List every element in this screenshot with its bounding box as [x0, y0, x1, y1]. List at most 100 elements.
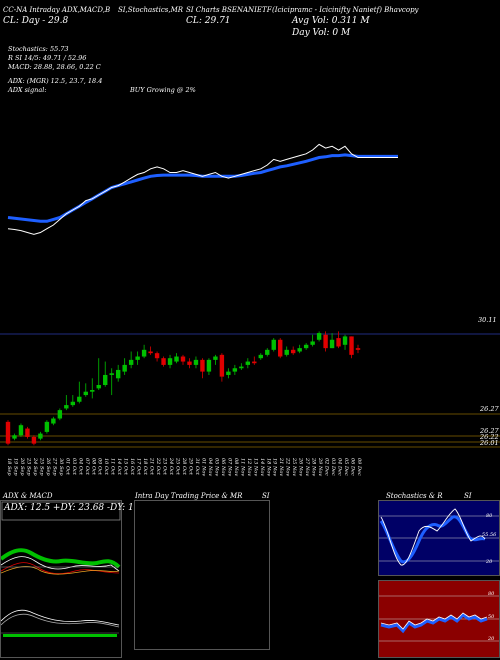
candle	[252, 356, 257, 365]
date-tick-label: 10 Oct	[103, 458, 109, 476]
candle	[316, 331, 322, 342]
date-tick-label: 08 Nov	[233, 458, 239, 476]
date-tick-label: 19 Nov	[272, 458, 278, 476]
candle	[245, 358, 251, 369]
date-tick-label: 24 Oct	[168, 457, 174, 476]
close-label: CL: 29.71	[186, 16, 231, 26]
date-tick-label: 07 Oct	[84, 458, 90, 476]
date-tick-label: 06 Nov	[220, 458, 226, 476]
candle	[122, 358, 127, 375]
candle	[90, 378, 95, 399]
adx-macd-panel	[0, 500, 122, 658]
date-tick-label: 09 Oct	[97, 458, 103, 476]
candle	[290, 346, 296, 355]
candle	[336, 331, 341, 349]
macd-readout: MACD: 28.88, 28.66, 0.22 C	[8, 63, 101, 71]
date-tick-label: 12 Nov	[246, 458, 252, 476]
date-tick-label: 03 Oct	[71, 458, 77, 476]
stoch-tick-55: 55.56	[482, 532, 497, 538]
rsi-readout: R SI 14/5: 49.71 / 52.96	[8, 54, 87, 62]
stochastics-lines	[379, 508, 499, 566]
date-tick-label: 09 Dec	[356, 458, 362, 476]
date-tick-label: 01 Nov	[200, 458, 206, 476]
candle	[135, 351, 140, 365]
candle	[25, 426, 30, 439]
candle	[161, 356, 166, 367]
date-tick-label: 01 Oct	[64, 458, 70, 476]
stochastics-title-suffix: SI	[464, 492, 472, 500]
stochastics-title: Stochastics & R	[386, 492, 443, 500]
candle	[284, 346, 289, 357]
date-tick-label: 27 Nov	[304, 457, 310, 476]
stochastics-panel	[378, 500, 500, 576]
date-tick-label: 14 Oct	[116, 458, 122, 476]
candle	[31, 435, 37, 446]
price-label-2: 26.27	[480, 427, 499, 435]
date-tick-label: 22 Oct	[155, 457, 161, 476]
candle	[51, 416, 56, 426]
stochastics-readout: Stochastics: 55.73	[8, 45, 69, 53]
candle	[57, 408, 63, 421]
date-tick-label: 31 Oct	[194, 458, 200, 476]
date-tick-label: 26 Sep	[45, 457, 51, 476]
adx-macd-title: ADX & MACD	[3, 492, 53, 500]
date-tick-label: 11 Nov	[239, 458, 245, 476]
date-tick-label: 25 Oct	[175, 457, 181, 476]
ema-white-line	[7, 143, 398, 235]
candle	[77, 381, 82, 404]
candle	[232, 364, 238, 375]
date-tick-label: 22 Nov	[285, 457, 291, 476]
intraday-panel	[134, 500, 270, 650]
date-tick-label: 21 Oct	[149, 457, 155, 476]
date-tick-label: 21 Nov	[278, 457, 284, 476]
header-title-1: CC-NA Intraday ADX,MACD,B	[3, 6, 111, 14]
candle	[213, 354, 218, 365]
rsi-tick-50: 50	[488, 614, 495, 620]
stoch-tick-20: 20	[486, 559, 493, 565]
candle	[329, 333, 335, 349]
date-tick-label: 05 Nov	[213, 458, 219, 476]
date-tick-label: 08 Oct	[90, 458, 96, 476]
stoch-tick-80: 80	[486, 513, 493, 519]
candle	[219, 353, 225, 382]
date-tick-label: 23 Oct	[162, 457, 168, 476]
candle	[64, 395, 69, 411]
date-tick-label: 11 Oct	[110, 458, 116, 476]
date-tick-label: 13 Nov	[252, 458, 258, 476]
date-tick-label: 18 Sep	[6, 458, 12, 476]
date-tick-label: 29 Nov	[317, 457, 323, 476]
candle	[239, 363, 244, 370]
date-tick-label: 25 Sep	[38, 457, 44, 476]
date-tick-label: 14 Nov	[259, 458, 265, 476]
candle	[154, 351, 160, 362]
rsi-tick-20: 20	[488, 636, 495, 642]
date-tick-label: 26 Nov	[298, 457, 304, 476]
candle	[18, 423, 24, 437]
rsi-panel	[378, 580, 500, 658]
candle	[342, 334, 348, 350]
date-tick-label: 19 Sep	[12, 458, 18, 476]
candle	[70, 395, 76, 407]
date-tick-label: 16 Oct	[129, 458, 135, 476]
date-tick-label: 29 Oct	[187, 457, 193, 476]
candle	[187, 358, 192, 369]
date-tick-label: 04 Oct	[77, 458, 83, 476]
date-tick-label: 18 Nov	[265, 458, 271, 476]
candle	[174, 353, 179, 364]
candle	[141, 344, 147, 359]
header-title-4: (Icicipramc - Icicinifty Nanietf) Bhavco…	[272, 6, 419, 14]
date-tick-label: 06 Dec	[350, 458, 356, 476]
intraday-title: Intra Day Trading Price & MR	[135, 492, 243, 500]
candle	[258, 353, 263, 360]
date-tick-label: 27 Sep	[51, 457, 57, 476]
candle	[96, 358, 101, 391]
candle	[226, 368, 231, 379]
date-tick-label: 24 Sep	[32, 457, 38, 476]
date-tick-label: 23 Sep	[25, 457, 31, 476]
date-tick-label: 25 Nov	[291, 457, 297, 476]
candle	[115, 364, 121, 382]
adx-macd-lines	[1, 501, 121, 637]
candle	[83, 383, 88, 397]
date-tick-label: 17 Oct	[136, 458, 142, 476]
candle	[323, 331, 328, 352]
